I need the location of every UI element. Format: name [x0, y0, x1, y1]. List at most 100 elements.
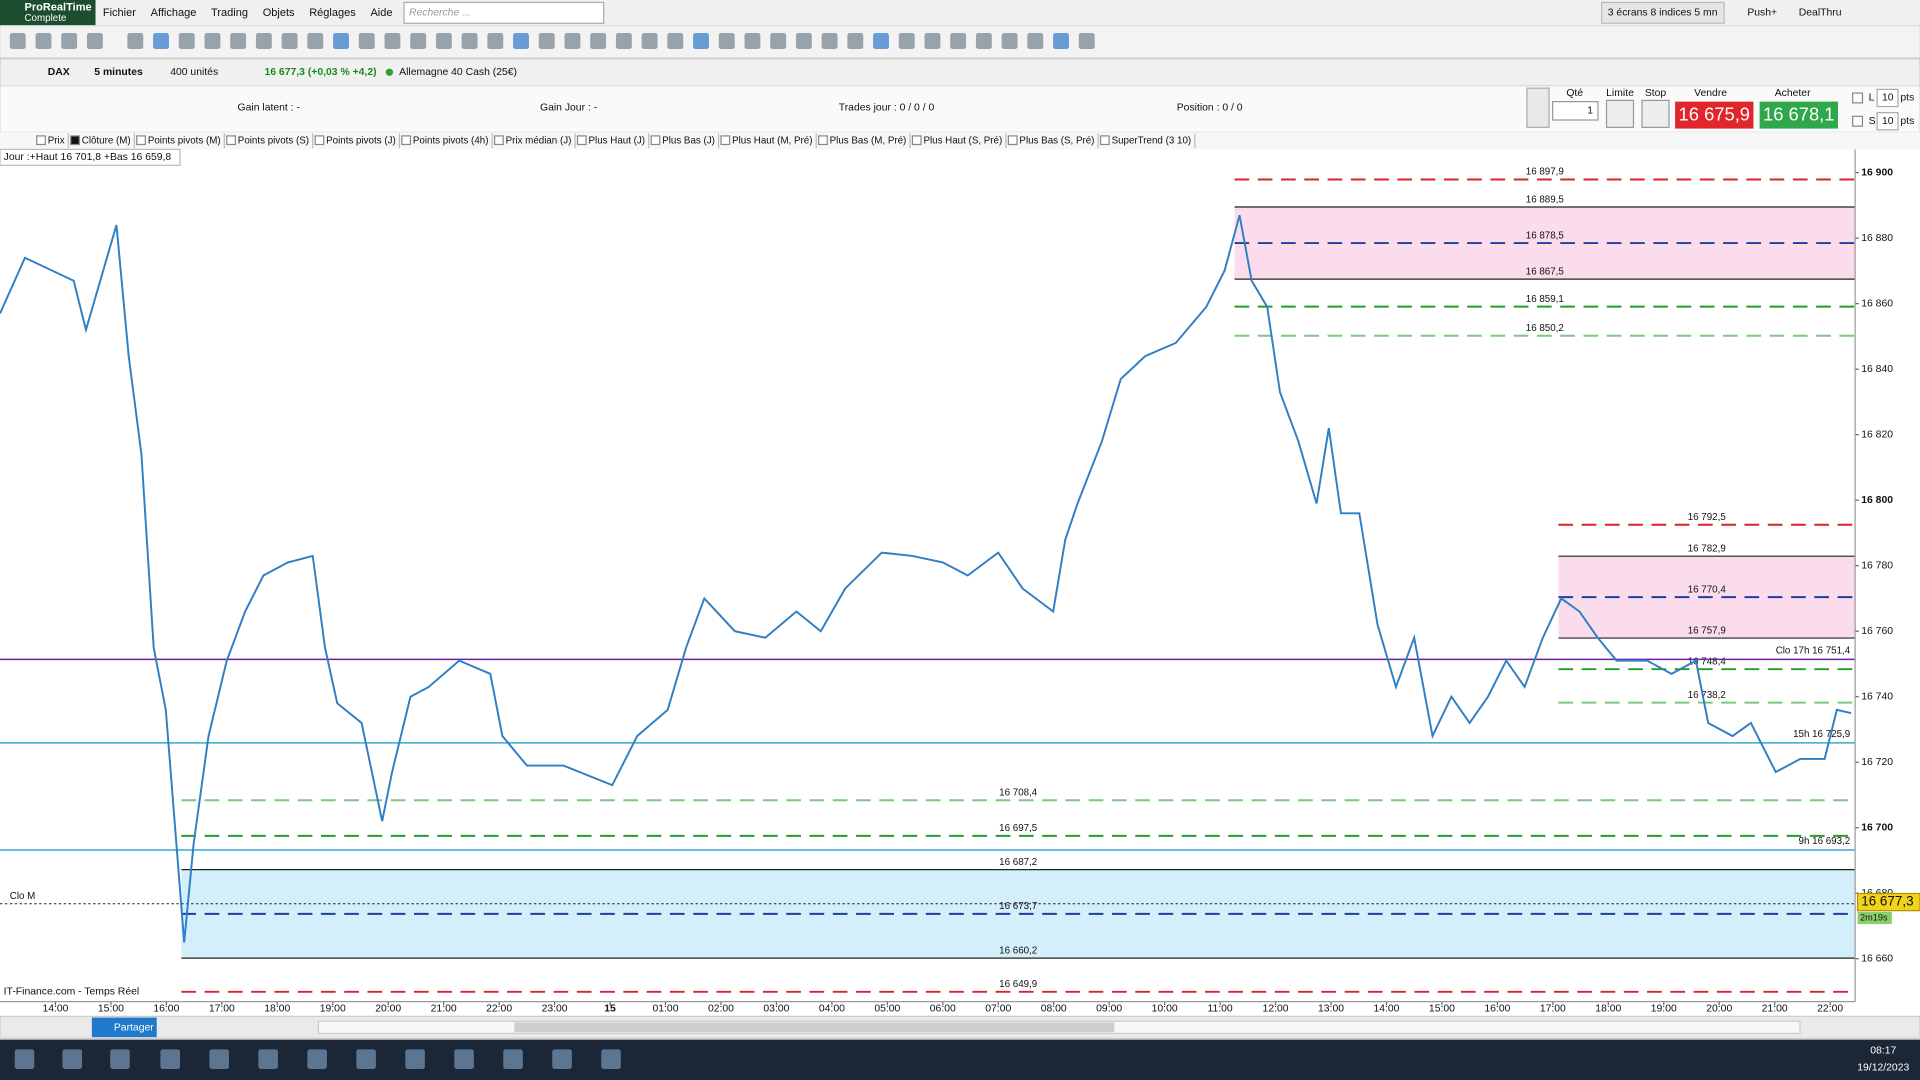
tool-icon[interactable]	[281, 33, 298, 49]
s-input[interactable]	[1876, 112, 1899, 131]
indicator-checkbox[interactable]	[1007, 135, 1018, 146]
tool-icon[interactable]	[693, 33, 709, 49]
sell-button[interactable]	[1675, 101, 1754, 129]
indicator-checkbox[interactable]	[493, 135, 504, 146]
tool-icon[interactable]	[230, 33, 247, 49]
buy-button[interactable]	[1759, 101, 1838, 129]
tool-icon[interactable]	[1027, 33, 1044, 49]
tool-icon[interactable]	[924, 33, 941, 49]
tool-icon[interactable]	[410, 33, 427, 49]
indicator-label[interactable]: Plus Bas (S, Pré)	[1019, 135, 1094, 146]
tool-icon[interactable]	[667, 33, 684, 49]
tool-icon[interactable]	[898, 33, 915, 49]
tool-icon[interactable]	[744, 33, 761, 49]
taskbar-icon[interactable]	[307, 1049, 327, 1069]
qty-value[interactable]: 1	[1587, 106, 1593, 117]
tool-icon[interactable]	[718, 33, 735, 49]
taskbar-icon[interactable]	[14, 1049, 35, 1069]
menu-item[interactable]: Aide	[370, 7, 392, 19]
indicator-label[interactable]: Plus Haut (S, Pré)	[923, 135, 1002, 146]
indicator-label[interactable]: Plus Haut (M, Pré)	[732, 135, 812, 146]
indicator-label[interactable]: Points pivots (J)	[326, 135, 396, 146]
tool-icon[interactable]	[538, 33, 555, 49]
indicator-checkbox[interactable]	[1099, 135, 1110, 146]
screens-label[interactable]: 3 écrans 8 indices 5 mn	[1608, 8, 1718, 19]
sell-price[interactable]: 16 675,9	[1679, 104, 1750, 125]
tool-icon[interactable]	[358, 33, 375, 49]
menu-item[interactable]: Objets	[263, 7, 295, 19]
tool-icon[interactable]	[821, 33, 838, 49]
menu-item[interactable]: Réglages	[309, 7, 356, 19]
taskbar-icon[interactable]	[356, 1049, 376, 1069]
indicator-label[interactable]: Prix médian (J)	[506, 135, 572, 146]
tool-icon[interactable]	[487, 33, 504, 49]
indicator-checkbox[interactable]	[70, 135, 80, 146]
taskbar-icon[interactable]	[160, 1049, 180, 1069]
symbol[interactable]: DAX	[48, 67, 70, 78]
search-box[interactable]	[403, 1, 605, 24]
tool-icon[interactable]	[615, 33, 632, 49]
tool-icon[interactable]	[333, 33, 349, 49]
indicator-label[interactable]: Points pivots (4h)	[413, 135, 489, 146]
tool-icon[interactable]	[770, 33, 787, 49]
share-label[interactable]: Partager	[114, 1023, 154, 1034]
taskbar-icon[interactable]	[258, 1049, 278, 1069]
share-button[interactable]	[91, 1017, 157, 1038]
indicator-checkbox[interactable]	[576, 135, 587, 146]
tool-icon[interactable]	[86, 33, 103, 49]
menu-item[interactable]: Trading	[211, 7, 248, 19]
indicator-checkbox[interactable]	[401, 135, 412, 146]
taskbar-icon[interactable]	[62, 1049, 83, 1069]
menu-item[interactable]: Affichage	[151, 7, 197, 19]
l-checkbox[interactable]	[1852, 92, 1864, 104]
tool-icon[interactable]	[641, 33, 658, 49]
indicator-checkbox[interactable]	[36, 135, 46, 146]
tool-icon[interactable]	[204, 33, 221, 49]
s-pts[interactable]: 10	[1882, 116, 1894, 127]
indicator-checkbox[interactable]	[314, 135, 325, 146]
units[interactable]: 400 unités	[170, 67, 218, 78]
tool-icon[interactable]	[35, 33, 52, 49]
indicator-checkbox[interactable]	[720, 135, 731, 146]
tool-icon[interactable]	[873, 33, 889, 49]
tool-icon[interactable]	[513, 33, 529, 49]
tool-icon[interactable]	[178, 33, 195, 49]
settings-button[interactable]	[1526, 87, 1550, 128]
qty-input[interactable]	[1552, 101, 1599, 121]
stop-button[interactable]	[1641, 99, 1670, 128]
tool-icon[interactable]	[384, 33, 401, 49]
limit-button[interactable]	[1605, 99, 1635, 128]
l-input[interactable]	[1876, 88, 1899, 108]
tool-icon[interactable]	[153, 33, 169, 49]
tool-icon[interactable]	[9, 33, 26, 49]
tool-icon[interactable]	[1001, 33, 1018, 49]
tool-icon[interactable]	[435, 33, 452, 49]
taskbar-icon[interactable]	[503, 1049, 523, 1069]
tool-icon[interactable]	[61, 33, 78, 49]
indicator-checkbox[interactable]	[136, 135, 146, 146]
taskbar-icon[interactable]	[454, 1049, 474, 1069]
indicator-checkbox[interactable]	[226, 135, 236, 146]
tool-icon[interactable]	[1053, 33, 1069, 49]
tool-icon[interactable]	[461, 33, 478, 49]
tool-icon[interactable]	[590, 33, 607, 49]
indicator-label[interactable]: Points pivots (S)	[238, 135, 309, 146]
taskbar-icon[interactable]	[110, 1049, 130, 1069]
s-checkbox[interactable]	[1852, 115, 1864, 127]
tool-icon[interactable]	[795, 33, 812, 49]
menu-item[interactable]: Fichier	[103, 7, 136, 19]
tool-icon[interactable]	[255, 33, 272, 49]
taskbar-icon[interactable]	[552, 1049, 572, 1069]
tool-icon[interactable]	[975, 33, 992, 49]
tool-icon[interactable]	[1078, 33, 1095, 49]
indicator-label[interactable]: Points pivots (M)	[148, 135, 221, 146]
tool-icon[interactable]	[847, 33, 864, 49]
tool-icon[interactable]	[950, 33, 967, 49]
tool-icon[interactable]	[307, 33, 324, 49]
taskbar-icon[interactable]	[405, 1049, 425, 1069]
indicator-label[interactable]: Prix	[48, 135, 65, 146]
indicator-label[interactable]: Plus Bas (M, Pré)	[830, 135, 907, 146]
buy-price[interactable]: 16 678,1	[1763, 104, 1834, 125]
scroll-thumb[interactable]	[514, 1022, 1115, 1033]
indicator-checkbox[interactable]	[911, 135, 922, 146]
